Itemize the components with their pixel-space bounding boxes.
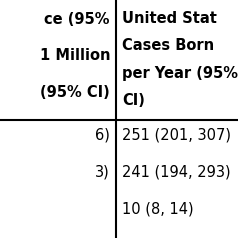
Text: (95% CI): (95% CI) bbox=[40, 85, 110, 100]
Text: 1 Million: 1 Million bbox=[40, 48, 110, 63]
Text: ce (95%: ce (95% bbox=[45, 12, 110, 27]
Text: per Year (95%: per Year (95% bbox=[122, 66, 238, 81]
Text: United Stat: United Stat bbox=[122, 11, 217, 26]
Text: CI): CI) bbox=[122, 93, 145, 108]
Text: 10 (8, 14): 10 (8, 14) bbox=[122, 201, 194, 216]
Text: 3): 3) bbox=[95, 165, 110, 180]
Text: Cases Born: Cases Born bbox=[122, 38, 214, 53]
Text: 251 (201, 307): 251 (201, 307) bbox=[122, 128, 231, 143]
Text: 241 (194, 293): 241 (194, 293) bbox=[122, 165, 231, 180]
Text: 6): 6) bbox=[95, 128, 110, 143]
